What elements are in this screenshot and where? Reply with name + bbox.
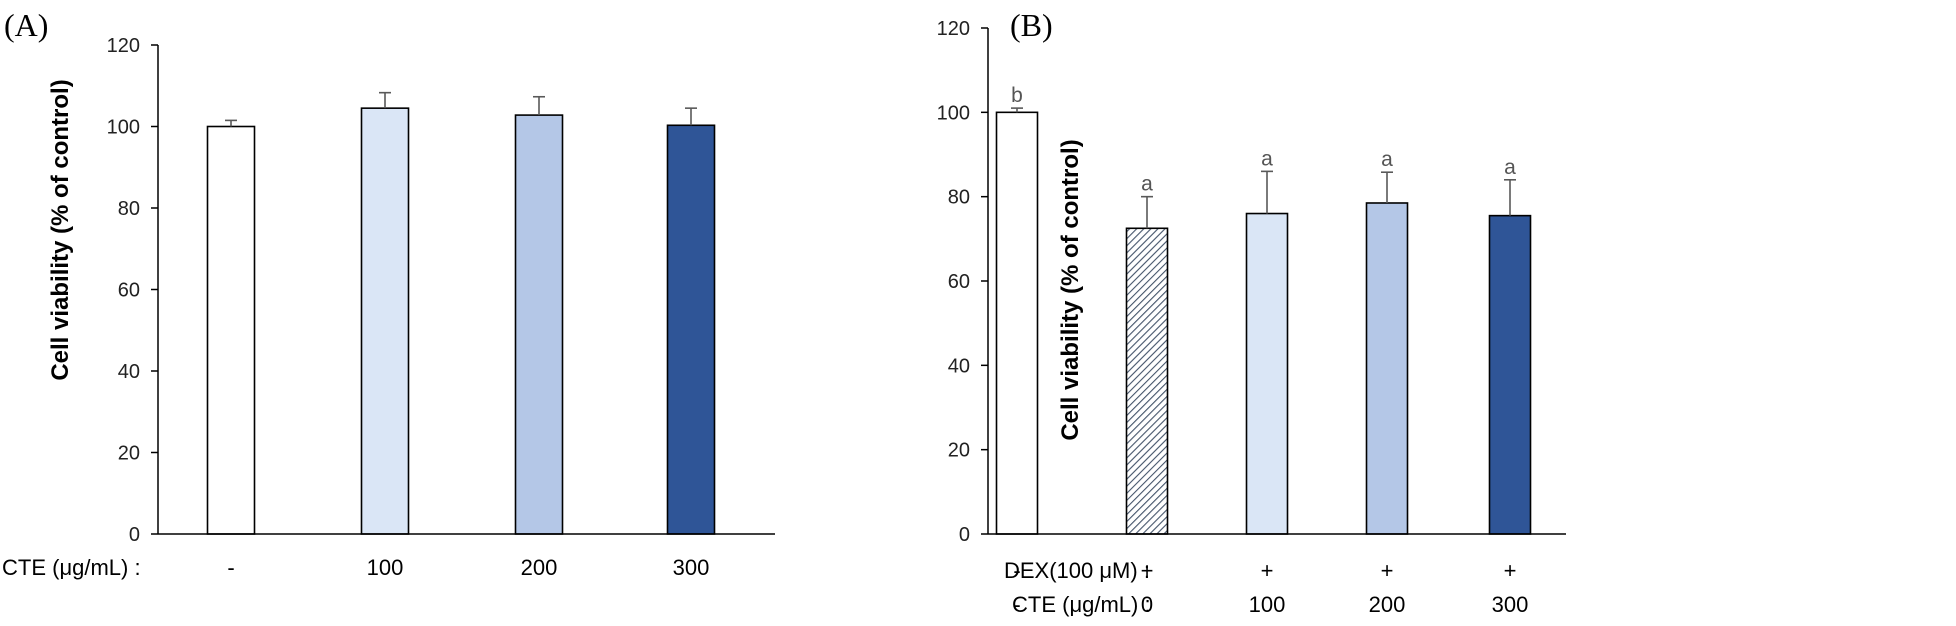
panel-a-label: (A) xyxy=(4,7,48,43)
panel-b-bar xyxy=(1488,214,1532,535)
panel-a-y-tick-label: 0 xyxy=(129,524,140,546)
panel-b-bar xyxy=(995,111,1039,535)
panel-a-bar xyxy=(360,107,410,535)
panel-a-y-tick-label: 100 xyxy=(107,117,140,139)
panel-a-y-tick-label: 80 xyxy=(118,198,140,220)
panel-a-row-value: 100 xyxy=(367,555,404,580)
panel-b-significance-label: a xyxy=(1504,156,1516,179)
panel-b-label: (B) xyxy=(1010,7,1053,43)
panel-b-row-value: - xyxy=(1013,558,1020,583)
panel-a-bar xyxy=(206,125,256,535)
panel-b-bar xyxy=(1245,212,1289,535)
panel-b-cte-row-label: CTE (μg/mL) : xyxy=(1012,592,1151,617)
panel-b-row-value: 200 xyxy=(1369,592,1406,617)
panel-b-y-axis-label: Cell viability (% of control) xyxy=(1057,139,1084,440)
panel-a-y-tick-label: 40 xyxy=(118,361,140,383)
panel-b-row-value: - xyxy=(1013,592,1020,617)
panel-b-significance-label: a xyxy=(1261,147,1273,170)
panel-b-significance-label: b xyxy=(1011,84,1023,107)
panel-a-row-value: 300 xyxy=(673,555,710,580)
panel-b-row-value: 100 xyxy=(1249,592,1286,617)
panel-b-significance-label: a xyxy=(1141,173,1153,196)
panel-b-bar xyxy=(1125,227,1169,535)
panel-a-bar xyxy=(666,124,716,535)
panel-a-y-tick-label: 60 xyxy=(118,280,140,302)
panel-b-bar xyxy=(1365,202,1409,535)
panel-a-row-value: 200 xyxy=(521,555,558,580)
panel-b-significance-label: a xyxy=(1381,148,1393,171)
panel-b-dex-row-label: DEX(100 μM) : xyxy=(1004,558,1150,583)
panel-b-y-tick-label: 120 xyxy=(937,18,970,40)
panel-b-row-value: + xyxy=(1261,558,1274,583)
panel-a-row-value: - xyxy=(227,555,234,580)
panel-a-y-tick-label: 20 xyxy=(118,443,140,465)
panel-b-row-value: 0 xyxy=(1141,592,1153,617)
panel-b-row-value: + xyxy=(1381,558,1394,583)
panel-b-y-tick-label: 40 xyxy=(948,355,970,377)
panel-b-row-value: 300 xyxy=(1492,592,1529,617)
panel-a-y-axis-label: Cell viability (% of control) xyxy=(47,79,74,380)
panel-a-y-tick-label: 120 xyxy=(107,35,140,57)
panel-b-y-tick-label: 0 xyxy=(959,524,970,546)
panel-b-y-tick-label: 80 xyxy=(948,187,970,209)
panel-b-y-tick-label: 60 xyxy=(948,271,970,293)
panel-b-y-tick-label: 20 xyxy=(948,440,970,462)
panel-a-cte-row-label: CTE (μg/mL) : xyxy=(2,555,141,580)
panel-b-plot: 0 20 40 60 80 100 120 b a a a a - + + + + - 0 100 200 300 xyxy=(937,18,1566,617)
panel-b-row-value: + xyxy=(1141,558,1154,583)
panel-b-row-value: + xyxy=(1504,558,1517,583)
panel-a-bar xyxy=(514,114,564,535)
panel-b-y-tick-label: 100 xyxy=(937,102,970,124)
panel-a-plot: 0 20 40 60 80 100 120 - 100 200 300 xyxy=(107,35,775,580)
